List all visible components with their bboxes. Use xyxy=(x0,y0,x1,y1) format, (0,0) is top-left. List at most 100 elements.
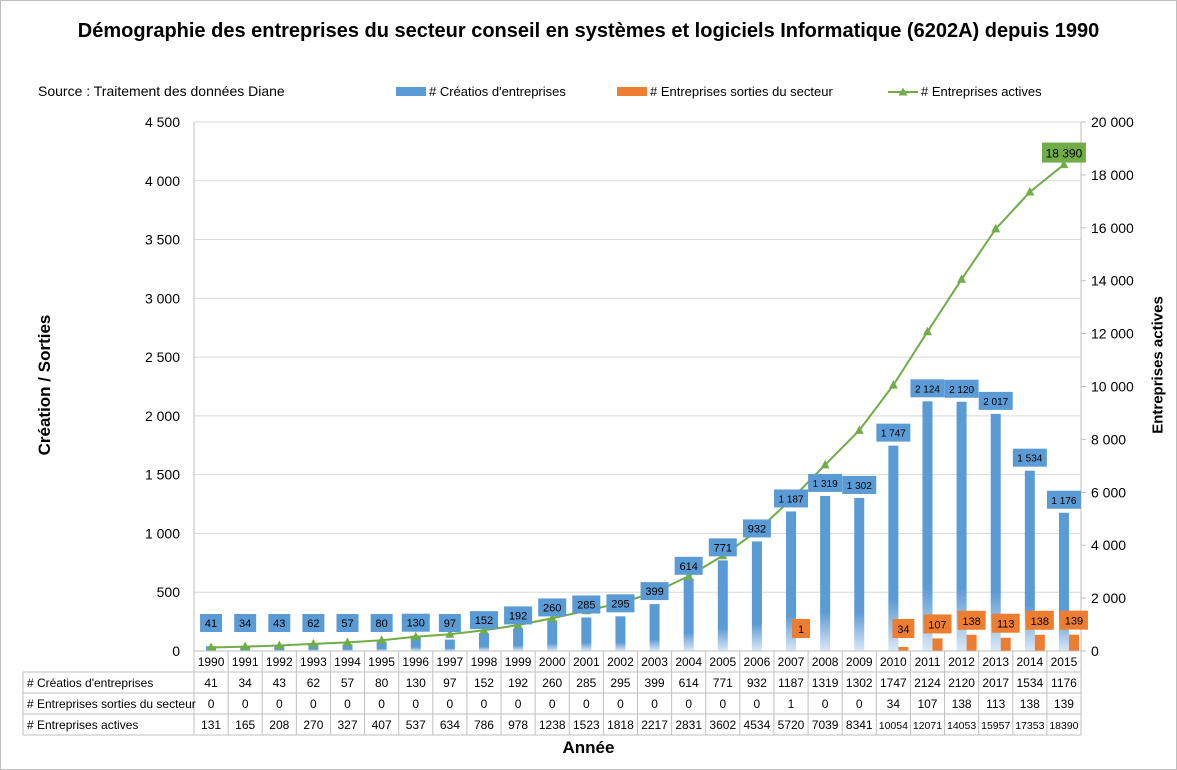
label-creations: 771 xyxy=(714,542,732,554)
x-tick-label: 1992 xyxy=(266,655,293,669)
label-creations-bg xyxy=(401,613,430,632)
table-cell: 0 xyxy=(242,697,249,711)
label-sorties: 139 xyxy=(1065,616,1083,628)
table-cell: 1187 xyxy=(778,676,804,690)
label-sorties: 107 xyxy=(928,619,946,631)
bar-creations xyxy=(990,413,1001,651)
label-creations: 192 xyxy=(509,610,527,622)
bar-creations xyxy=(888,445,899,651)
table-cell: 4534 xyxy=(744,718,771,732)
bar-creations xyxy=(444,639,455,651)
x-tick-label: 2012 xyxy=(948,655,975,669)
label-creations-bg xyxy=(234,614,257,632)
x-tick-label: 2004 xyxy=(675,655,702,669)
marker-actives xyxy=(922,326,932,336)
table-cell: 0 xyxy=(685,697,692,711)
x-tick-label: 1999 xyxy=(505,655,532,669)
table-cell: 978 xyxy=(508,718,528,732)
marker-actives xyxy=(854,425,864,434)
marker-actives xyxy=(343,637,353,646)
table-cell: 130 xyxy=(406,676,426,690)
table-row-label: # Créatios d'entreprises xyxy=(27,676,153,690)
table-cell: 113 xyxy=(986,697,1005,711)
label-sorties: 34 xyxy=(897,624,909,636)
label-creations-bg xyxy=(774,489,809,508)
table-cell: 0 xyxy=(719,697,726,711)
label-creations: 43 xyxy=(273,618,285,630)
bar-creations xyxy=(956,401,967,651)
x-tick-label: 2003 xyxy=(641,655,668,669)
x-tick-label: 2014 xyxy=(1016,655,1043,669)
bar-creations xyxy=(1058,512,1069,651)
table-cell: 0 xyxy=(856,697,863,711)
label-creations: 295 xyxy=(611,598,629,610)
marker-actives xyxy=(957,274,967,283)
label-creations: 130 xyxy=(407,618,425,630)
y-right-tick-label: 14 000 xyxy=(1091,273,1134,289)
bar-sorties xyxy=(1000,637,1011,651)
table-cell: 407 xyxy=(372,718,392,732)
x-tick-label: 2011 xyxy=(915,655,941,669)
bar-creations xyxy=(615,616,626,651)
x-tick-label: 1990 xyxy=(198,655,225,669)
table-cell: 399 xyxy=(645,676,665,690)
legend-sorties-swatch xyxy=(617,87,647,96)
y-right-tick-label: 18 000 xyxy=(1091,167,1134,183)
label-creations: 614 xyxy=(679,561,697,573)
y-left-tick-label: 1 500 xyxy=(145,467,180,483)
label-creations-bg xyxy=(336,614,359,632)
bar-creations xyxy=(342,644,353,651)
x-tick-label: 2010 xyxy=(880,655,907,669)
bar-sorties xyxy=(1068,634,1079,651)
bar-creations xyxy=(547,620,558,651)
label-creations: 932 xyxy=(748,523,766,535)
legend-sorties: # Entreprises sorties du secteur xyxy=(617,84,833,99)
source-note: Source : Traitement des données Diane xyxy=(38,83,285,99)
y-left-tick-label: 500 xyxy=(157,584,181,600)
bar-sorties xyxy=(898,647,909,651)
label-creations-bg xyxy=(200,614,223,632)
x-tick-label: 2009 xyxy=(846,655,873,669)
label-creations: 285 xyxy=(577,599,595,611)
y-right-tick-label: 0 xyxy=(1091,643,1099,659)
table-cell: 0 xyxy=(208,697,215,711)
table-cell: 1302 xyxy=(846,676,873,690)
label-creations-bg xyxy=(876,423,911,442)
label-creations: 152 xyxy=(475,615,493,627)
y-left-tick-label: 2 000 xyxy=(145,408,180,424)
table-cell: 0 xyxy=(276,697,283,711)
bar-creations xyxy=(751,541,762,651)
y-left-tick-label: 4 500 xyxy=(145,114,180,130)
table-cell: 932 xyxy=(747,676,767,690)
table-cell: 208 xyxy=(269,718,289,732)
label-sorties-bg xyxy=(792,619,811,638)
label-creations-bg xyxy=(504,606,533,625)
label-creations-bg xyxy=(842,475,877,494)
table-cell: 17353 xyxy=(1015,720,1044,732)
x-tick-label: 2015 xyxy=(1051,655,1078,669)
marker-actives xyxy=(240,641,250,651)
x-tick-label: 2006 xyxy=(744,655,771,669)
table-cell: 260 xyxy=(542,676,562,690)
table-cell: 34 xyxy=(887,697,901,711)
x-tick-label: 2002 xyxy=(607,655,634,669)
table-cell: 1818 xyxy=(607,718,634,732)
marker-actives xyxy=(411,631,421,641)
label-creations-bg xyxy=(268,614,291,632)
label-creations: 1 747 xyxy=(881,429,906,440)
label-sorties-bg xyxy=(991,613,1020,633)
table-cell: 0 xyxy=(310,697,317,711)
table-cell: 2124 xyxy=(914,676,941,690)
y-left-tick-label: 2 500 xyxy=(145,349,180,365)
label-creations-bg xyxy=(742,519,771,538)
table-cell: 138 xyxy=(952,697,972,711)
table-cell: 10054 xyxy=(879,720,908,732)
bar-creations xyxy=(513,628,524,651)
table-cell: 1747 xyxy=(880,676,907,690)
label-sorties: 138 xyxy=(962,616,980,628)
chart-title: Démographie des entreprises du secteur c… xyxy=(77,20,1100,42)
table-cell: 0 xyxy=(617,697,624,711)
table-cell: 18390 xyxy=(1049,720,1078,732)
table-cell: 0 xyxy=(412,697,419,711)
label-creations: 2 124 xyxy=(915,384,940,395)
